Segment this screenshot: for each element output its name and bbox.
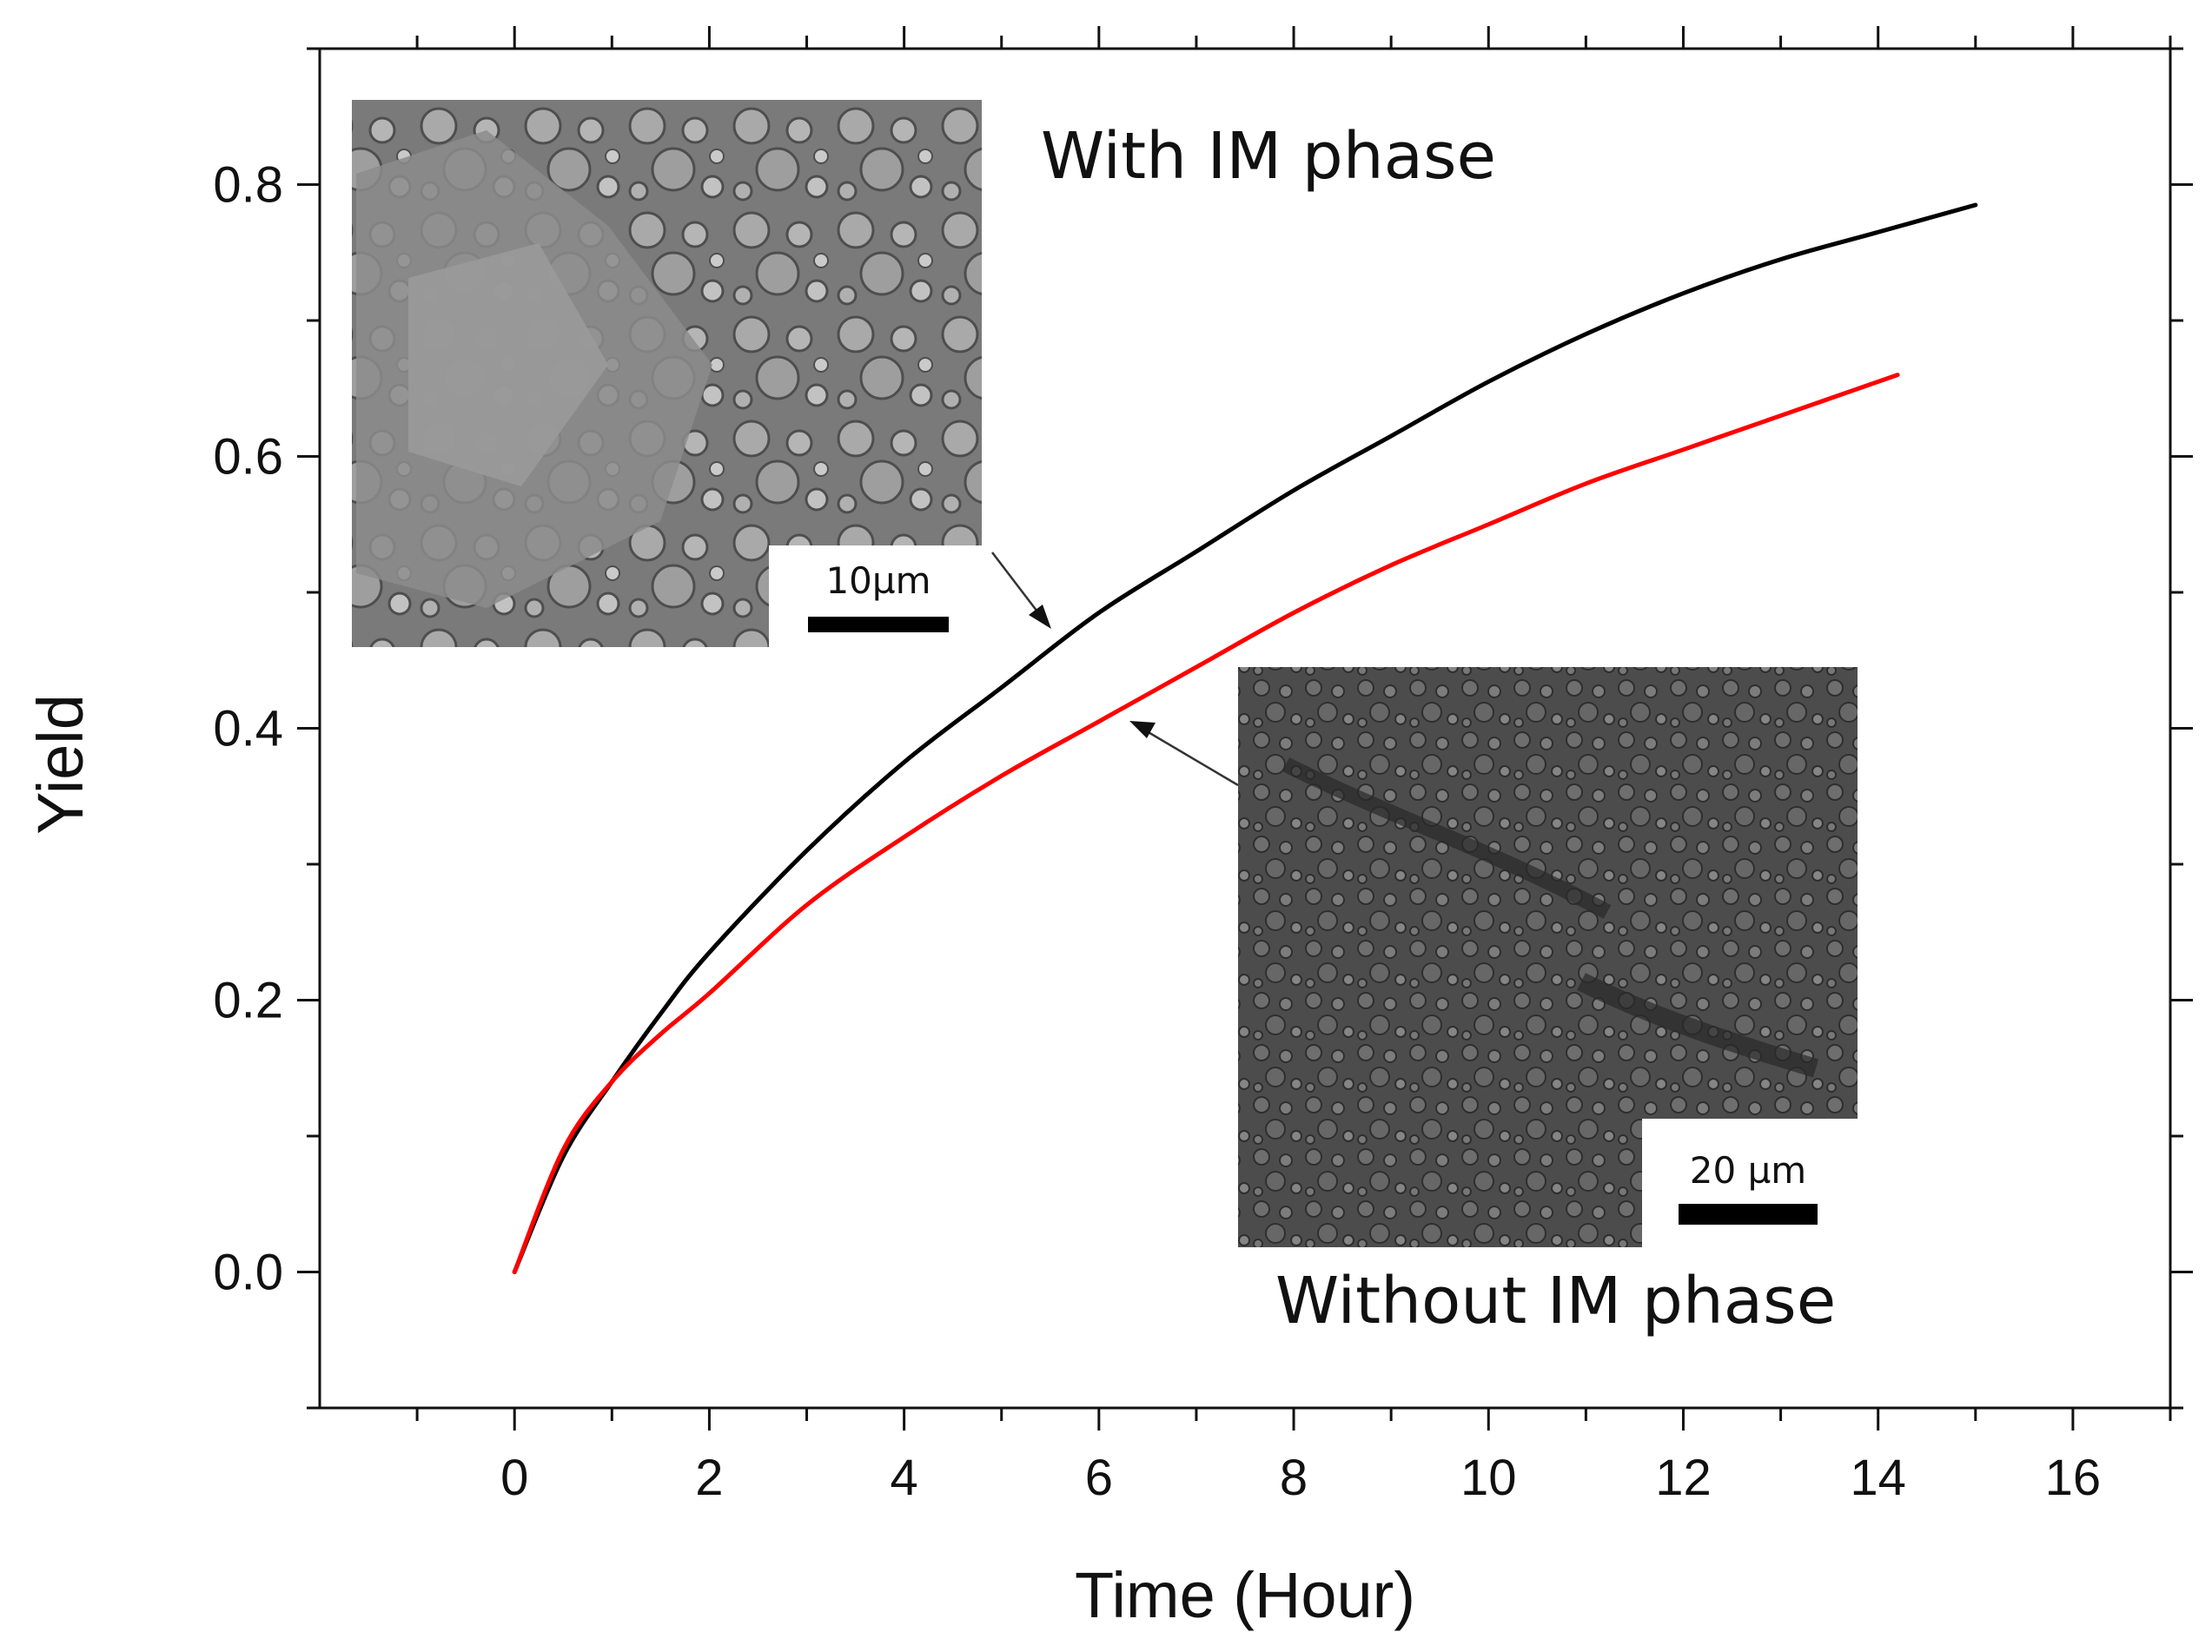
annotation-arrow-with-im xyxy=(991,552,1051,629)
x-tick-label: 10 xyxy=(1460,1450,1517,1506)
x-axis-label: Time (Hour) xyxy=(1075,1559,1415,1631)
x-tick-label: 14 xyxy=(1850,1450,1906,1506)
series-layer xyxy=(512,202,1978,1274)
series-line-without-im-phase xyxy=(512,373,1900,1274)
scale-bar-label-20um: 20 µm xyxy=(1690,1149,1806,1192)
scale-bar-10um xyxy=(808,617,949,632)
x-tick-label: 2 xyxy=(695,1450,723,1506)
y-tick-label: 0.6 xyxy=(213,429,283,486)
y-tick-label: 0.4 xyxy=(213,701,283,757)
x-tick-label: 0 xyxy=(500,1450,528,1506)
x-tick-label: 16 xyxy=(2045,1450,2102,1506)
annotation-with-im-phase: With IM phase xyxy=(1041,119,1496,194)
x-tick-label: 6 xyxy=(1085,1450,1113,1506)
y-axis-label: Yield xyxy=(24,694,96,835)
x-tick-label: 4 xyxy=(890,1450,917,1506)
x-tick-label: 8 xyxy=(1280,1450,1308,1506)
sem-image-with-im-phase: 10µm xyxy=(352,100,982,647)
series-line-with-im-phase xyxy=(512,202,1978,1274)
scale-bar-label-10um: 10µm xyxy=(825,559,930,602)
annotation-arrow-without-im xyxy=(1129,721,1239,787)
y-tick-label: 0.0 xyxy=(213,1245,283,1301)
x-tick-label: 12 xyxy=(1655,1450,1712,1506)
scale-bar-20um xyxy=(1679,1204,1818,1225)
y-tick-label: 0.2 xyxy=(213,973,283,1029)
axis-ticks: 0 2 4 6 8 10 12 14 16 0.0 0.2 0.4 0.6 0.8 xyxy=(213,26,2193,1506)
sem-image-without-im-phase: 20 µm xyxy=(1238,667,1858,1247)
y-tick-label: 0.8 xyxy=(213,157,283,214)
annotation-without-im-phase: Without IM phase xyxy=(1275,1264,1836,1338)
